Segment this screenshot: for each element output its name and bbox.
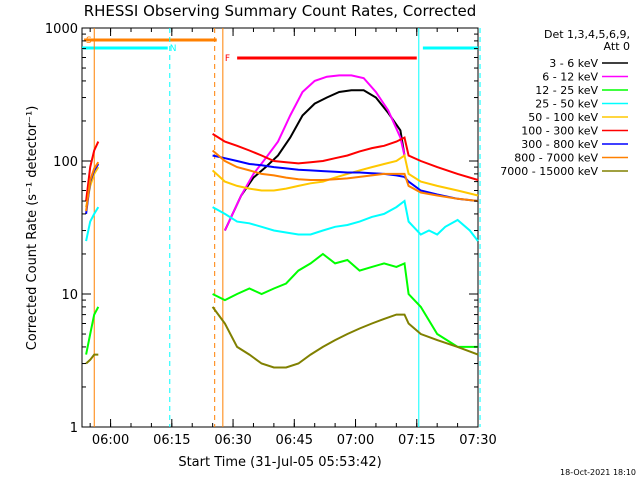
flag-label-0: S (86, 36, 92, 46)
timestamp: 18-Oct-2021 18:10 (560, 468, 636, 477)
legend-header-0: Det 1,3,4,5,6,9, (544, 28, 630, 41)
plot-frame (81, 27, 479, 428)
series-line-7-seg-0 (85, 161, 100, 212)
series-line-8-seg-1 (211, 306, 479, 369)
legend-label-3: 25 - 50 keV (535, 98, 598, 111)
flag-bars: S N F (82, 36, 478, 64)
legend-label-8: 7000 - 15000 keV (500, 165, 598, 178)
legend-label-7: 800 - 7000 keV (514, 152, 598, 165)
series-lines (85, 74, 479, 369)
series-line-2-seg-1 (212, 252, 478, 348)
legend-label-0: 3 - 6 keV (549, 57, 598, 70)
series-line-0-seg-0 (223, 89, 406, 231)
series-line-8-seg-0 (85, 353, 99, 365)
series-line-4-seg-1 (211, 153, 479, 197)
series-line-5-seg-1 (212, 133, 479, 181)
series-line-7-seg-1 (211, 149, 479, 202)
legend-label-4: 50 - 100 keV (528, 111, 598, 124)
legend-label-5: 100 - 300 keV (521, 125, 598, 138)
series-line-3-seg-1 (212, 199, 479, 242)
legend-label-6: 300 - 800 keV (521, 138, 598, 151)
y-tick-label-3: 1000 (45, 22, 78, 37)
x-tick-label-0: 06:00 (92, 433, 129, 448)
x-tick-label-3: 06:45 (276, 433, 313, 448)
legend-header-1: Att 0 (604, 40, 630, 53)
y-tick-label-0: 1 (70, 421, 78, 436)
x-tick-label-5: 07:15 (398, 433, 435, 448)
series-line-3-seg-0 (85, 206, 100, 242)
x-tick-label-4: 07:00 (337, 433, 374, 448)
x-tick-label-1: 06:15 (153, 433, 190, 448)
y-tick-label-2: 100 (53, 155, 78, 170)
series-line-2-seg-0 (85, 306, 100, 355)
x-tick-label-2: 06:30 (214, 433, 251, 448)
y-tick-label-1: 10 (61, 288, 78, 303)
mode-lines (93, 28, 481, 427)
legend-label-1: 6 - 12 keV (542, 71, 598, 84)
y-axis-label: Corrected Count Rate (s⁻¹ detector⁻¹) (25, 106, 40, 351)
flag-label-1: N (170, 44, 177, 54)
x-tick-label-6: 07:30 (459, 433, 496, 448)
series-line-1-seg-0 (223, 74, 406, 231)
y-axis: 1 10 100 1000 (45, 22, 478, 436)
x-axis-label: Start Time (31-Jul-05 05:53:42) (178, 455, 381, 470)
legend-label-2: 12 - 25 keV (535, 84, 598, 97)
series-line-5-seg-0 (85, 141, 100, 202)
chart-title: RHESSI Observing Summary Count Rates, Co… (84, 2, 477, 20)
x-axis: 06:00 06:15 06:30 06:45 07:00 07:15 07:30 (89, 28, 497, 448)
flag-label-3: F (225, 54, 230, 64)
series-line-6-seg-1 (212, 154, 479, 202)
